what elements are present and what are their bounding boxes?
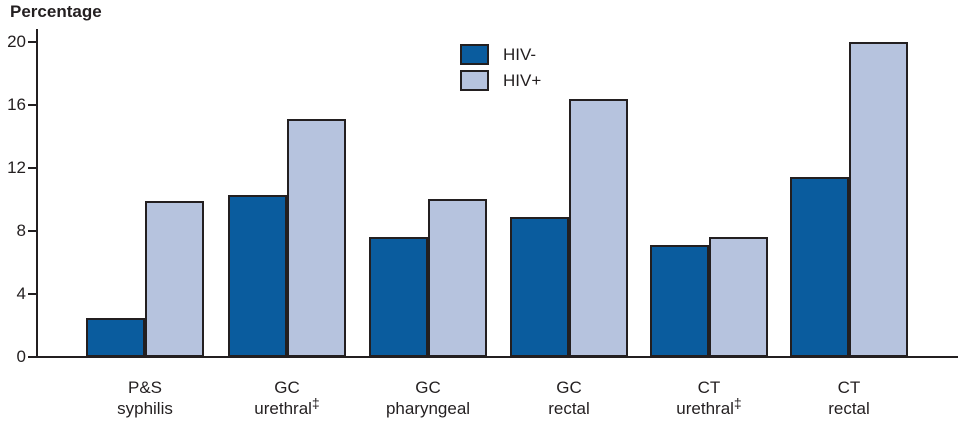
bar-hiv-negative-ct-rectal [790, 177, 849, 357]
y-tick-label: 12 [7, 158, 26, 177]
footnote-mark: ‡ [311, 395, 320, 411]
x-category-label: GC rectal [548, 378, 590, 418]
y-tick-mark [28, 104, 37, 106]
legend-item-hiv-positive: HIV+ [460, 70, 541, 91]
x-category-label: P&S syphilis [117, 378, 173, 418]
x-category-label: GC pharyngeal [385, 378, 471, 418]
y-tick-label: 4 [16, 284, 26, 303]
y-tick-label: 20 [7, 32, 26, 51]
legend-swatch-hiv-positive [460, 70, 489, 91]
legend-label: HIV+ [503, 70, 542, 90]
bar-hiv-positive-ps-syphilis [145, 201, 204, 357]
bar-hiv-positive-gc-pharyngeal [428, 199, 487, 357]
bar-hiv-negative-gc-rectal [510, 217, 569, 357]
legend: HIV- HIV+ [460, 44, 541, 96]
bar-hiv-positive-ct-urethral [709, 237, 768, 357]
y-tick-mark [28, 293, 37, 295]
x-category-label: GC urethral‡ [254, 378, 320, 418]
y-axis-line [36, 29, 38, 358]
y-tick-mark [28, 356, 37, 358]
y-tick-mark [28, 167, 37, 169]
x-axis-baseline [36, 355, 958, 358]
bar-hiv-negative-ct-urethral [650, 245, 709, 357]
footnote-mark: ‡ [733, 395, 742, 411]
y-axis-title: Percentage [10, 2, 102, 21]
legend-swatch-hiv-negative [460, 44, 489, 65]
bar-hiv-positive-gc-rectal [569, 99, 628, 357]
y-tick-mark [28, 230, 37, 232]
bar-hiv-negative-gc-pharyngeal [369, 237, 428, 357]
bar-hiv-positive-ct-rectal [849, 42, 908, 357]
legend-item-hiv-negative: HIV- [460, 44, 541, 65]
bar-hiv-negative-ps-syphilis [86, 318, 145, 357]
y-tick-mark [28, 41, 37, 43]
y-tick-label: 8 [16, 221, 26, 240]
y-tick-label: 16 [7, 95, 26, 114]
x-category-label: CT urethral‡ [676, 378, 742, 418]
bar-hiv-positive-gc-urethral [287, 119, 346, 357]
x-category-label: CT rectal [828, 378, 870, 418]
bar-hiv-negative-gc-urethral [228, 195, 287, 357]
y-tick-label: 0 [16, 347, 26, 366]
legend-label: HIV- [503, 44, 537, 64]
